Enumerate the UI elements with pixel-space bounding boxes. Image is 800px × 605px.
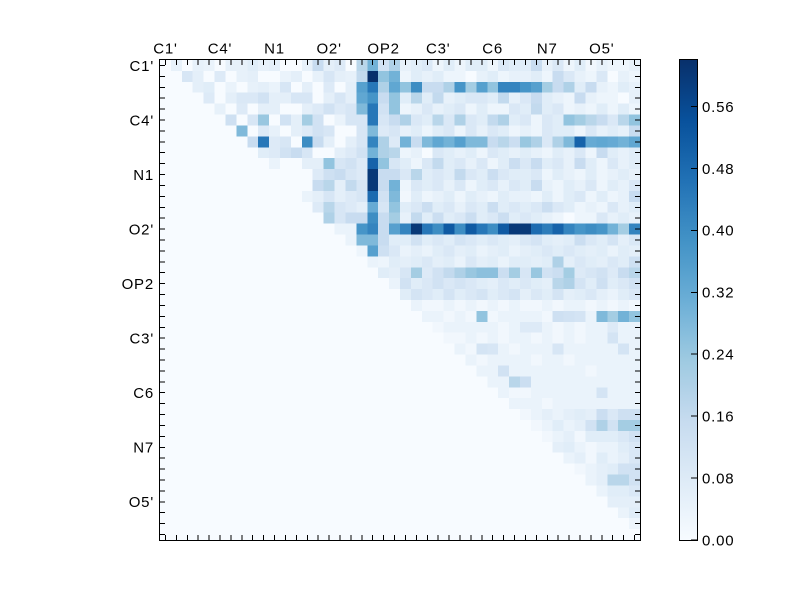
svg-text:0.48: 0.48 — [702, 161, 734, 178]
svg-text:C1': C1' — [130, 58, 154, 75]
svg-text:0.08: 0.08 — [702, 471, 734, 488]
svg-text:O2': O2' — [316, 41, 341, 58]
svg-text:O5': O5' — [129, 494, 154, 511]
svg-text:N1: N1 — [264, 41, 285, 58]
svg-text:N7: N7 — [537, 41, 558, 58]
svg-text:OP2: OP2 — [367, 41, 399, 58]
svg-text:N1: N1 — [133, 167, 154, 184]
svg-text:0.32: 0.32 — [702, 285, 734, 302]
svg-text:0.40: 0.40 — [702, 223, 734, 240]
svg-text:0.00: 0.00 — [702, 532, 734, 549]
svg-text:C4': C4' — [130, 112, 154, 129]
svg-text:C3': C3' — [426, 41, 450, 58]
svg-text:C6: C6 — [133, 385, 154, 402]
svg-text:OP2: OP2 — [122, 276, 154, 293]
svg-text:0.16: 0.16 — [702, 409, 734, 426]
svg-text:N7: N7 — [133, 440, 154, 457]
svg-text:O5': O5' — [589, 41, 614, 58]
svg-text:C6: C6 — [482, 41, 503, 58]
svg-text:0.24: 0.24 — [702, 347, 734, 364]
svg-text:C1': C1' — [153, 41, 177, 58]
svg-text:C3': C3' — [130, 331, 154, 348]
svg-text:C4': C4' — [208, 41, 232, 58]
svg-text:O2': O2' — [129, 222, 154, 239]
svg-text:0.56: 0.56 — [702, 99, 734, 116]
